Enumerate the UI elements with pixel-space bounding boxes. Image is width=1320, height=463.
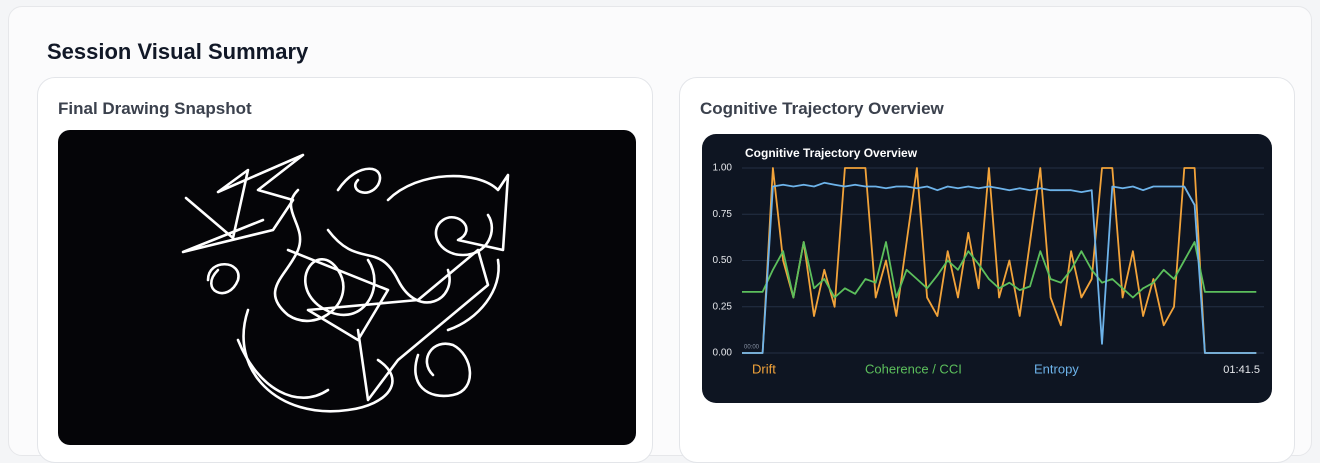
chart-title: Cognitive Trajectory Overview (745, 146, 918, 160)
x-tick-label: 00:00 (744, 345, 760, 351)
chart: Cognitive Trajectory Overview 0.00 0.25 0.… (702, 134, 1272, 403)
x-tick-label: 01:41.5 (1223, 364, 1260, 376)
legend-entry: Drift (752, 361, 776, 376)
section-title: Session Visual Summary (47, 39, 308, 65)
drawing-snapshot (58, 130, 636, 445)
card-title: Final Drawing Snapshot (58, 99, 252, 119)
scribble (448, 260, 499, 330)
y-tick-label: 0.25 (713, 301, 733, 312)
card-title: Cognitive Trajectory Overview (700, 99, 944, 119)
summary-card: Session Visual Summary Final Drawing Sna… (8, 6, 1312, 456)
drawing (58, 130, 636, 445)
trajectory-card: Cognitive Trajectory Overview Cognitive … (679, 77, 1295, 463)
scribble (208, 264, 238, 293)
scribble (328, 230, 450, 302)
legend-entry: Coherence / CCI (865, 361, 962, 376)
scribble (415, 344, 470, 396)
y-tick-label: 1.00 (713, 163, 733, 174)
scribble (388, 175, 508, 255)
y-tick-label: 0.75 (713, 209, 733, 220)
page: {"header": {"title": "Session Visual Sum… (0, 0, 1320, 461)
legend-entry: Entropy (1034, 361, 1079, 376)
snapshot-card: Final Drawing Snapshot (37, 77, 653, 463)
y-tick-label: 0.00 (713, 348, 733, 359)
scribble (183, 155, 303, 252)
scribble (338, 169, 380, 193)
chart-panel: Cognitive Trajectory Overview 0.00 0.25 0.… (702, 134, 1272, 403)
scribble (275, 190, 374, 321)
y-tick-label: 0.50 (713, 255, 733, 266)
